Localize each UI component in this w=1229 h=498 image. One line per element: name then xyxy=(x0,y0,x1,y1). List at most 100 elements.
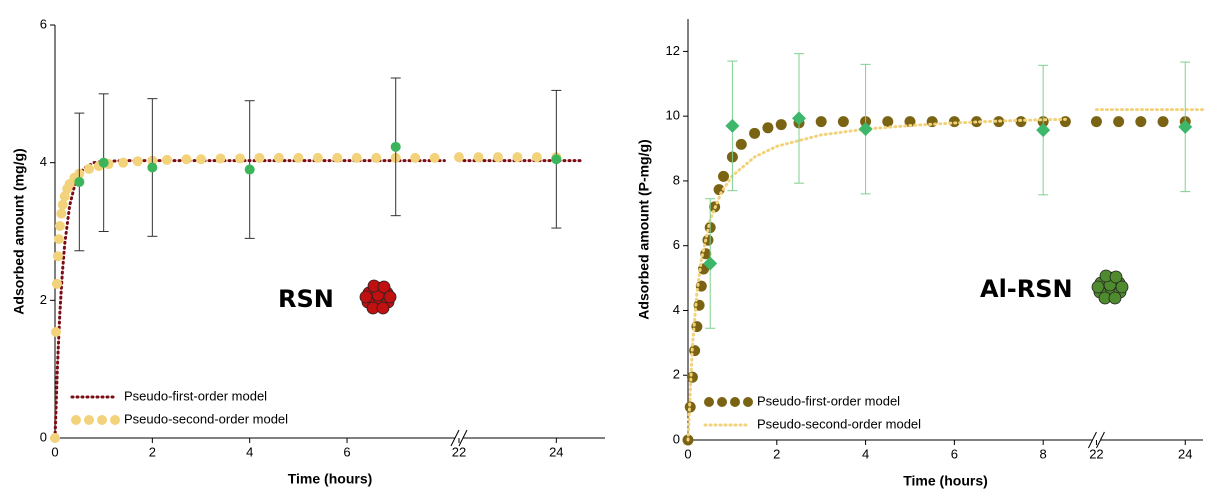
model-dot xyxy=(118,157,129,168)
model-dot xyxy=(59,191,70,202)
model-dot xyxy=(51,278,62,289)
model-dot xyxy=(410,152,421,163)
model-dot xyxy=(904,116,916,128)
y-tick-label: 12 xyxy=(666,43,680,58)
model-dot xyxy=(181,154,192,165)
y-tick-label: 10 xyxy=(666,108,680,123)
x-tick-label: 6 xyxy=(951,446,958,461)
model-dot xyxy=(273,152,284,163)
model-dot xyxy=(702,234,714,246)
legend-swatch xyxy=(84,415,94,425)
data-point xyxy=(390,141,401,152)
axis-break xyxy=(1096,431,1105,449)
legend-label: Pseudo-first-order model xyxy=(757,393,900,408)
model-dot xyxy=(254,152,265,163)
model-dot xyxy=(161,154,172,165)
axis-break xyxy=(450,429,460,447)
annotation: RSN xyxy=(278,285,334,313)
icon-bead xyxy=(359,290,373,304)
data-point xyxy=(244,164,255,175)
y-tick-label: 0 xyxy=(40,429,47,444)
model-dot xyxy=(234,153,245,164)
model-dot xyxy=(473,152,484,163)
model-dot xyxy=(293,152,304,163)
x-tick-label: 0 xyxy=(51,444,58,459)
x-tick-label: 4 xyxy=(246,444,253,459)
model-dot xyxy=(1157,116,1169,128)
x-tick-label: 2 xyxy=(149,444,156,459)
cluster-icon xyxy=(1091,269,1129,305)
legend-swatch xyxy=(110,415,120,425)
y-tick-label: 0 xyxy=(673,431,680,446)
legend-label: Pseudo-second-order model xyxy=(757,416,921,431)
x-tick-label: 22 xyxy=(452,444,466,459)
cluster-icon xyxy=(359,279,397,315)
model-dot xyxy=(215,153,226,164)
model-dot xyxy=(132,156,143,167)
y-tick-label: 6 xyxy=(40,16,47,31)
legend-label: Pseudo-first-order model xyxy=(124,388,267,403)
legend-swatch xyxy=(730,397,740,407)
x-tick-label: 2 xyxy=(773,446,780,461)
x-axis-title: Time (hours) xyxy=(903,473,988,489)
model-dot xyxy=(684,401,696,413)
data-point xyxy=(703,256,718,271)
model-curve xyxy=(686,108,1205,442)
model-dot xyxy=(686,371,698,383)
icon-bead xyxy=(1108,291,1122,305)
model-dot xyxy=(53,234,64,245)
y-tick-label: 4 xyxy=(673,302,680,317)
model-dot xyxy=(1135,116,1147,128)
legend-swatch xyxy=(97,415,107,425)
legend-label: Pseudo-second-order model xyxy=(124,411,288,426)
model-dot xyxy=(57,199,68,210)
model-dot xyxy=(351,152,362,163)
legend-swatch xyxy=(743,397,753,407)
model-dot xyxy=(1059,116,1071,128)
model-dot xyxy=(837,116,849,128)
y-tick-label: 4 xyxy=(40,154,47,169)
x-tick-label: 0 xyxy=(684,446,691,461)
icon-bead xyxy=(376,301,390,315)
annotation: Al-RSN xyxy=(980,275,1073,303)
model-dot xyxy=(54,220,65,231)
axis-break xyxy=(1088,431,1097,449)
model-dot xyxy=(531,152,542,163)
x-tick-label: 24 xyxy=(549,444,563,459)
data-point xyxy=(74,176,85,187)
data-point xyxy=(1036,123,1051,138)
x-tick-label: 8 xyxy=(1040,446,1047,461)
x-tick-label: 6 xyxy=(343,444,350,459)
x-tick-label: 24 xyxy=(1178,446,1192,461)
x-tick-label: 22 xyxy=(1089,446,1103,461)
legend-swatch xyxy=(704,397,714,407)
model-dot xyxy=(84,163,95,174)
data-point xyxy=(551,154,562,165)
x-tick-label: 4 xyxy=(862,446,869,461)
y-tick-label: 2 xyxy=(673,367,680,382)
x-axis-title: Time (hours) xyxy=(288,471,373,487)
model-dot xyxy=(332,152,343,163)
model-dot xyxy=(50,433,60,443)
model-dot xyxy=(312,152,323,163)
model-dot xyxy=(749,127,761,139)
y-tick-label: 2 xyxy=(40,292,47,307)
icon-bead xyxy=(377,280,391,294)
y-axis-title: Adsorbed amount (mg/g) xyxy=(11,148,27,314)
icon-bead xyxy=(383,290,397,304)
model-dot xyxy=(762,122,774,134)
model-dot xyxy=(718,170,730,182)
model-dot xyxy=(492,152,503,163)
model-dot xyxy=(52,251,63,262)
data-point xyxy=(147,162,158,173)
data-point xyxy=(791,111,806,126)
y-tick-label: 8 xyxy=(673,172,680,187)
model-dot xyxy=(775,119,787,131)
y-tick-label: 6 xyxy=(673,237,680,252)
model-dot xyxy=(196,154,207,165)
data-point xyxy=(725,118,740,133)
data-point xyxy=(858,122,873,137)
model-dot xyxy=(735,138,747,150)
